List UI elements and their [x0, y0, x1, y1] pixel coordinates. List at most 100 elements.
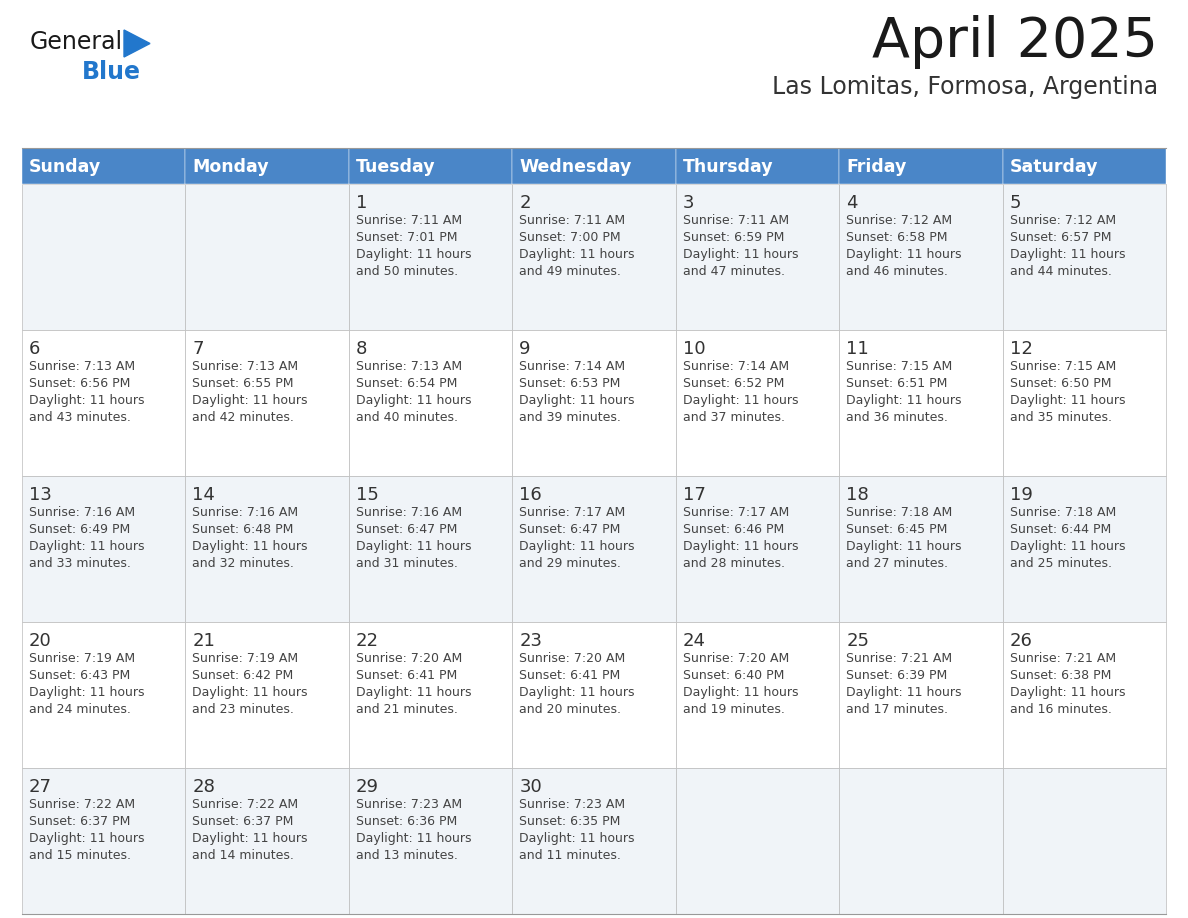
Text: Daylight: 11 hours: Daylight: 11 hours [519, 686, 634, 699]
Text: 15: 15 [356, 486, 379, 504]
Bar [23, 184, 185, 330]
Text: Daylight: 11 hours: Daylight: 11 hours [846, 686, 961, 699]
Text: Sunset: 6:45 PM: Sunset: 6:45 PM [846, 523, 948, 536]
Text: and 23 minutes.: and 23 minutes. [192, 703, 295, 716]
Text: 22: 22 [356, 632, 379, 650]
Text: Sunrise: 7:15 AM: Sunrise: 7:15 AM [846, 360, 953, 373]
Text: Daylight: 11 hours: Daylight: 11 hours [29, 540, 145, 553]
Text: Sunrise: 7:14 AM: Sunrise: 7:14 AM [519, 360, 625, 373]
Text: Daylight: 11 hours: Daylight: 11 hours [1010, 686, 1125, 699]
Bar [512, 184, 676, 330]
Bar [1003, 148, 1165, 184]
Text: and 40 minutes.: and 40 minutes. [356, 411, 457, 424]
Text: Sunset: 6:47 PM: Sunset: 6:47 PM [519, 523, 620, 536]
Bar [349, 476, 512, 622]
Text: Sunset: 6:54 PM: Sunset: 6:54 PM [356, 377, 457, 390]
Text: 13: 13 [29, 486, 52, 504]
Text: Saturday: Saturday [1010, 158, 1098, 176]
Bar [349, 148, 512, 184]
Text: 9: 9 [519, 340, 531, 358]
Text: 24: 24 [683, 632, 706, 650]
Text: Daylight: 11 hours: Daylight: 11 hours [356, 832, 472, 845]
Text: Sunset: 6:59 PM: Sunset: 6:59 PM [683, 231, 784, 244]
Text: Sunset: 6:53 PM: Sunset: 6:53 PM [519, 377, 620, 390]
Text: Daylight: 11 hours: Daylight: 11 hours [356, 540, 472, 553]
Text: and 46 minutes.: and 46 minutes. [846, 265, 948, 278]
Bar [512, 330, 676, 476]
Text: Sunrise: 7:13 AM: Sunrise: 7:13 AM [192, 360, 298, 373]
Bar [349, 768, 512, 914]
Text: Daylight: 11 hours: Daylight: 11 hours [683, 540, 798, 553]
Text: Sunrise: 7:13 AM: Sunrise: 7:13 AM [356, 360, 462, 373]
Text: and 42 minutes.: and 42 minutes. [192, 411, 295, 424]
Bar [1003, 768, 1165, 914]
Text: Sunset: 6:58 PM: Sunset: 6:58 PM [846, 231, 948, 244]
Text: Wednesday: Wednesday [519, 158, 632, 176]
Text: Sunset: 6:48 PM: Sunset: 6:48 PM [192, 523, 293, 536]
Text: Sunrise: 7:12 AM: Sunrise: 7:12 AM [1010, 214, 1116, 227]
Text: Sunrise: 7:23 AM: Sunrise: 7:23 AM [519, 798, 625, 811]
Text: Sunset: 6:47 PM: Sunset: 6:47 PM [356, 523, 457, 536]
Text: Sunrise: 7:16 AM: Sunrise: 7:16 AM [29, 506, 135, 519]
Text: Sunset: 6:44 PM: Sunset: 6:44 PM [1010, 523, 1111, 536]
Text: 7: 7 [192, 340, 204, 358]
Text: Sunset: 6:39 PM: Sunset: 6:39 PM [846, 669, 947, 682]
Bar [839, 330, 1003, 476]
Text: 17: 17 [683, 486, 706, 504]
Text: Daylight: 11 hours: Daylight: 11 hours [1010, 248, 1125, 261]
Text: Sunrise: 7:14 AM: Sunrise: 7:14 AM [683, 360, 789, 373]
Bar [349, 330, 512, 476]
Text: Daylight: 11 hours: Daylight: 11 hours [683, 248, 798, 261]
Text: and 16 minutes.: and 16 minutes. [1010, 703, 1112, 716]
Text: 28: 28 [192, 778, 215, 796]
Text: and 15 minutes.: and 15 minutes. [29, 849, 131, 862]
Text: 25: 25 [846, 632, 870, 650]
Bar [676, 148, 839, 184]
Text: Sunset: 6:35 PM: Sunset: 6:35 PM [519, 815, 620, 828]
Text: 19: 19 [1010, 486, 1032, 504]
Text: and 29 minutes.: and 29 minutes. [519, 557, 621, 570]
Text: Blue: Blue [82, 60, 141, 84]
Text: and 25 minutes.: and 25 minutes. [1010, 557, 1112, 570]
Bar [185, 184, 349, 330]
Text: and 20 minutes.: and 20 minutes. [519, 703, 621, 716]
Text: Daylight: 11 hours: Daylight: 11 hours [846, 394, 961, 407]
Text: Sunday: Sunday [29, 158, 101, 176]
Text: Sunrise: 7:16 AM: Sunrise: 7:16 AM [356, 506, 462, 519]
Text: Daylight: 11 hours: Daylight: 11 hours [846, 248, 961, 261]
Text: Sunset: 7:00 PM: Sunset: 7:00 PM [519, 231, 621, 244]
Text: Sunrise: 7:22 AM: Sunrise: 7:22 AM [192, 798, 298, 811]
Text: 3: 3 [683, 194, 694, 212]
Text: Daylight: 11 hours: Daylight: 11 hours [29, 686, 145, 699]
Text: 8: 8 [356, 340, 367, 358]
Text: and 19 minutes.: and 19 minutes. [683, 703, 784, 716]
Text: 6: 6 [29, 340, 40, 358]
Bar [185, 330, 349, 476]
Text: and 39 minutes.: and 39 minutes. [519, 411, 621, 424]
Bar [676, 184, 839, 330]
Text: Sunset: 6:49 PM: Sunset: 6:49 PM [29, 523, 131, 536]
Text: Las Lomitas, Formosa, Argentina: Las Lomitas, Formosa, Argentina [772, 75, 1158, 99]
Text: Daylight: 11 hours: Daylight: 11 hours [683, 686, 798, 699]
Text: 21: 21 [192, 632, 215, 650]
Bar [185, 148, 349, 184]
Text: Daylight: 11 hours: Daylight: 11 hours [192, 686, 308, 699]
Text: April 2025: April 2025 [872, 15, 1158, 69]
Text: 30: 30 [519, 778, 542, 796]
Text: Sunrise: 7:11 AM: Sunrise: 7:11 AM [519, 214, 625, 227]
Text: and 28 minutes.: and 28 minutes. [683, 557, 785, 570]
Text: Tuesday: Tuesday [356, 158, 436, 176]
Text: and 33 minutes.: and 33 minutes. [29, 557, 131, 570]
Text: 29: 29 [356, 778, 379, 796]
Text: Daylight: 11 hours: Daylight: 11 hours [846, 540, 961, 553]
Bar [676, 622, 839, 768]
Text: Sunset: 6:52 PM: Sunset: 6:52 PM [683, 377, 784, 390]
Text: Sunrise: 7:18 AM: Sunrise: 7:18 AM [1010, 506, 1116, 519]
Text: and 44 minutes.: and 44 minutes. [1010, 265, 1112, 278]
Text: Daylight: 11 hours: Daylight: 11 hours [519, 394, 634, 407]
Text: Sunset: 6:56 PM: Sunset: 6:56 PM [29, 377, 131, 390]
Text: Daylight: 11 hours: Daylight: 11 hours [356, 248, 472, 261]
Text: Sunrise: 7:11 AM: Sunrise: 7:11 AM [356, 214, 462, 227]
Text: Sunrise: 7:18 AM: Sunrise: 7:18 AM [846, 506, 953, 519]
Text: Daylight: 11 hours: Daylight: 11 hours [519, 248, 634, 261]
